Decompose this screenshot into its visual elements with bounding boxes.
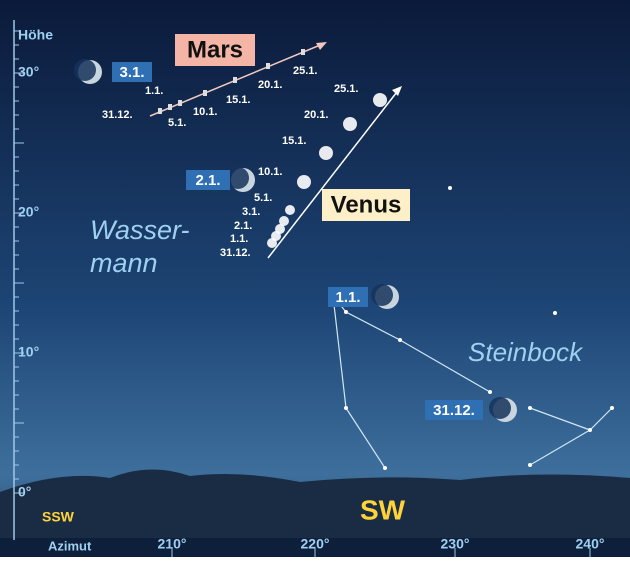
mars-label: Mars — [187, 36, 243, 63]
date-label: 20.1. — [304, 109, 328, 121]
moon-shadow — [489, 397, 511, 419]
star — [383, 466, 387, 470]
venus-point — [279, 216, 289, 226]
moon-date: 31.12. — [433, 402, 475, 419]
moon-date: 3.1. — [119, 64, 144, 81]
venus-point — [297, 175, 311, 189]
date-label: 10.1. — [193, 106, 217, 118]
date-label: 2.1. — [234, 220, 252, 232]
date-label: 1.1. — [230, 233, 248, 245]
direction: SW — [360, 494, 406, 525]
sky-chart: 30°20°10°0°210°220°230°240° Höhe Azimut … — [0, 0, 630, 557]
y-tick-label: 10° — [18, 344, 39, 360]
x-tick-label: 240° — [576, 536, 605, 552]
x-title: Azimut — [48, 538, 92, 553]
venus-point — [285, 205, 295, 215]
date-label: 10.1. — [258, 166, 282, 178]
page: 30°20°10°0°210°220°230°240° Höhe Azimut … — [0, 0, 630, 557]
mars-point — [158, 108, 162, 114]
mars-point — [203, 90, 207, 96]
venus-point — [343, 117, 357, 131]
star — [553, 311, 557, 315]
date-label: 15.1. — [282, 135, 306, 147]
moon-shadow — [371, 284, 393, 306]
star — [528, 406, 532, 410]
x-tick-label: 220° — [301, 536, 330, 552]
date-label: 1.1. — [145, 85, 163, 97]
y-title: Höhe — [18, 27, 53, 43]
x-tick-label: 230° — [441, 536, 470, 552]
star — [344, 310, 348, 314]
moon-date: 1.1. — [335, 289, 360, 306]
date-label: 15.1. — [226, 94, 250, 106]
y-tick-label: 0° — [18, 484, 31, 500]
constellation-label: Wasser- — [90, 215, 190, 245]
date-label: 25.1. — [334, 83, 358, 95]
date-label: 25.1. — [293, 65, 317, 77]
venus-point — [319, 146, 333, 160]
venus-point — [373, 93, 387, 107]
moon-shadow — [74, 59, 96, 81]
star — [588, 428, 592, 432]
star — [528, 463, 532, 467]
mars-point — [266, 63, 270, 69]
moon-shadow — [227, 167, 249, 189]
mars-point — [168, 104, 172, 110]
star — [488, 390, 492, 394]
star — [610, 406, 614, 410]
constellation-label: mann — [90, 248, 158, 278]
y-tick-label: 30° — [18, 64, 39, 80]
venus-label: Venus — [331, 191, 402, 218]
x-tick-label: 210° — [158, 536, 187, 552]
constellation-label: Steinbock — [468, 337, 584, 367]
date-label: 31.12. — [220, 247, 251, 259]
mars-point — [301, 49, 305, 55]
date-label: 20.1. — [258, 79, 282, 91]
star — [344, 406, 348, 410]
date-label: 5.1. — [168, 117, 186, 129]
moon-date: 2.1. — [195, 172, 220, 189]
mars-point — [233, 77, 237, 83]
mars-point — [178, 100, 182, 106]
date-label: 31.12. — [102, 109, 133, 121]
star — [398, 338, 402, 342]
sky — [0, 0, 630, 557]
y-tick-label: 20° — [18, 204, 39, 220]
direction: SSW — [42, 509, 75, 525]
date-label: 3.1. — [242, 206, 260, 218]
date-label: 5.1. — [254, 192, 272, 204]
star — [448, 186, 452, 190]
